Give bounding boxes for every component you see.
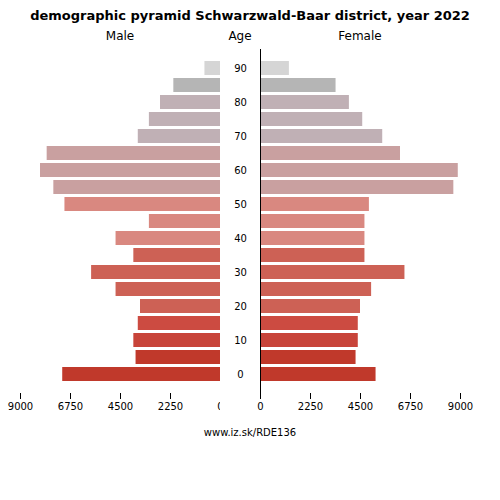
svg-text:9000: 9000 (8, 401, 33, 412)
svg-text:70: 70 (234, 131, 247, 142)
svg-text:40: 40 (234, 233, 247, 244)
svg-text:9000: 9000 (448, 401, 473, 412)
html-text:Age: Age (228, 29, 252, 43)
svg-text:6750: 6750 (58, 401, 83, 412)
svg-text:0: 0 (237, 369, 243, 380)
html-text:www.iz.sk/RDE136: www.iz.sk/RDE136 (203, 427, 297, 438)
svg-text:6750: 6750 (398, 401, 423, 412)
svg-text:50: 50 (234, 199, 247, 210)
svg-text:90: 90 (234, 63, 247, 74)
svg-text:2250: 2250 (298, 401, 323, 412)
svg-text:0: 0 (257, 401, 263, 412)
svg-text:80: 80 (234, 97, 247, 108)
svg-text:20: 20 (234, 301, 247, 312)
svg-text:4500: 4500 (108, 401, 133, 412)
html-text:Female: Female (338, 29, 382, 43)
svg-text:30: 30 (234, 267, 247, 278)
svg-text:10: 10 (234, 335, 247, 346)
svg-text:2250: 2250 (158, 401, 183, 412)
html-text:Male: Male (105, 29, 135, 43)
svg-text:60: 60 (234, 165, 247, 176)
svg-text:4500: 4500 (348, 401, 373, 412)
html-text:demographic pyramid Schwarzwal: demographic pyramid Schwarzwald-Baar dis… (30, 8, 470, 23)
